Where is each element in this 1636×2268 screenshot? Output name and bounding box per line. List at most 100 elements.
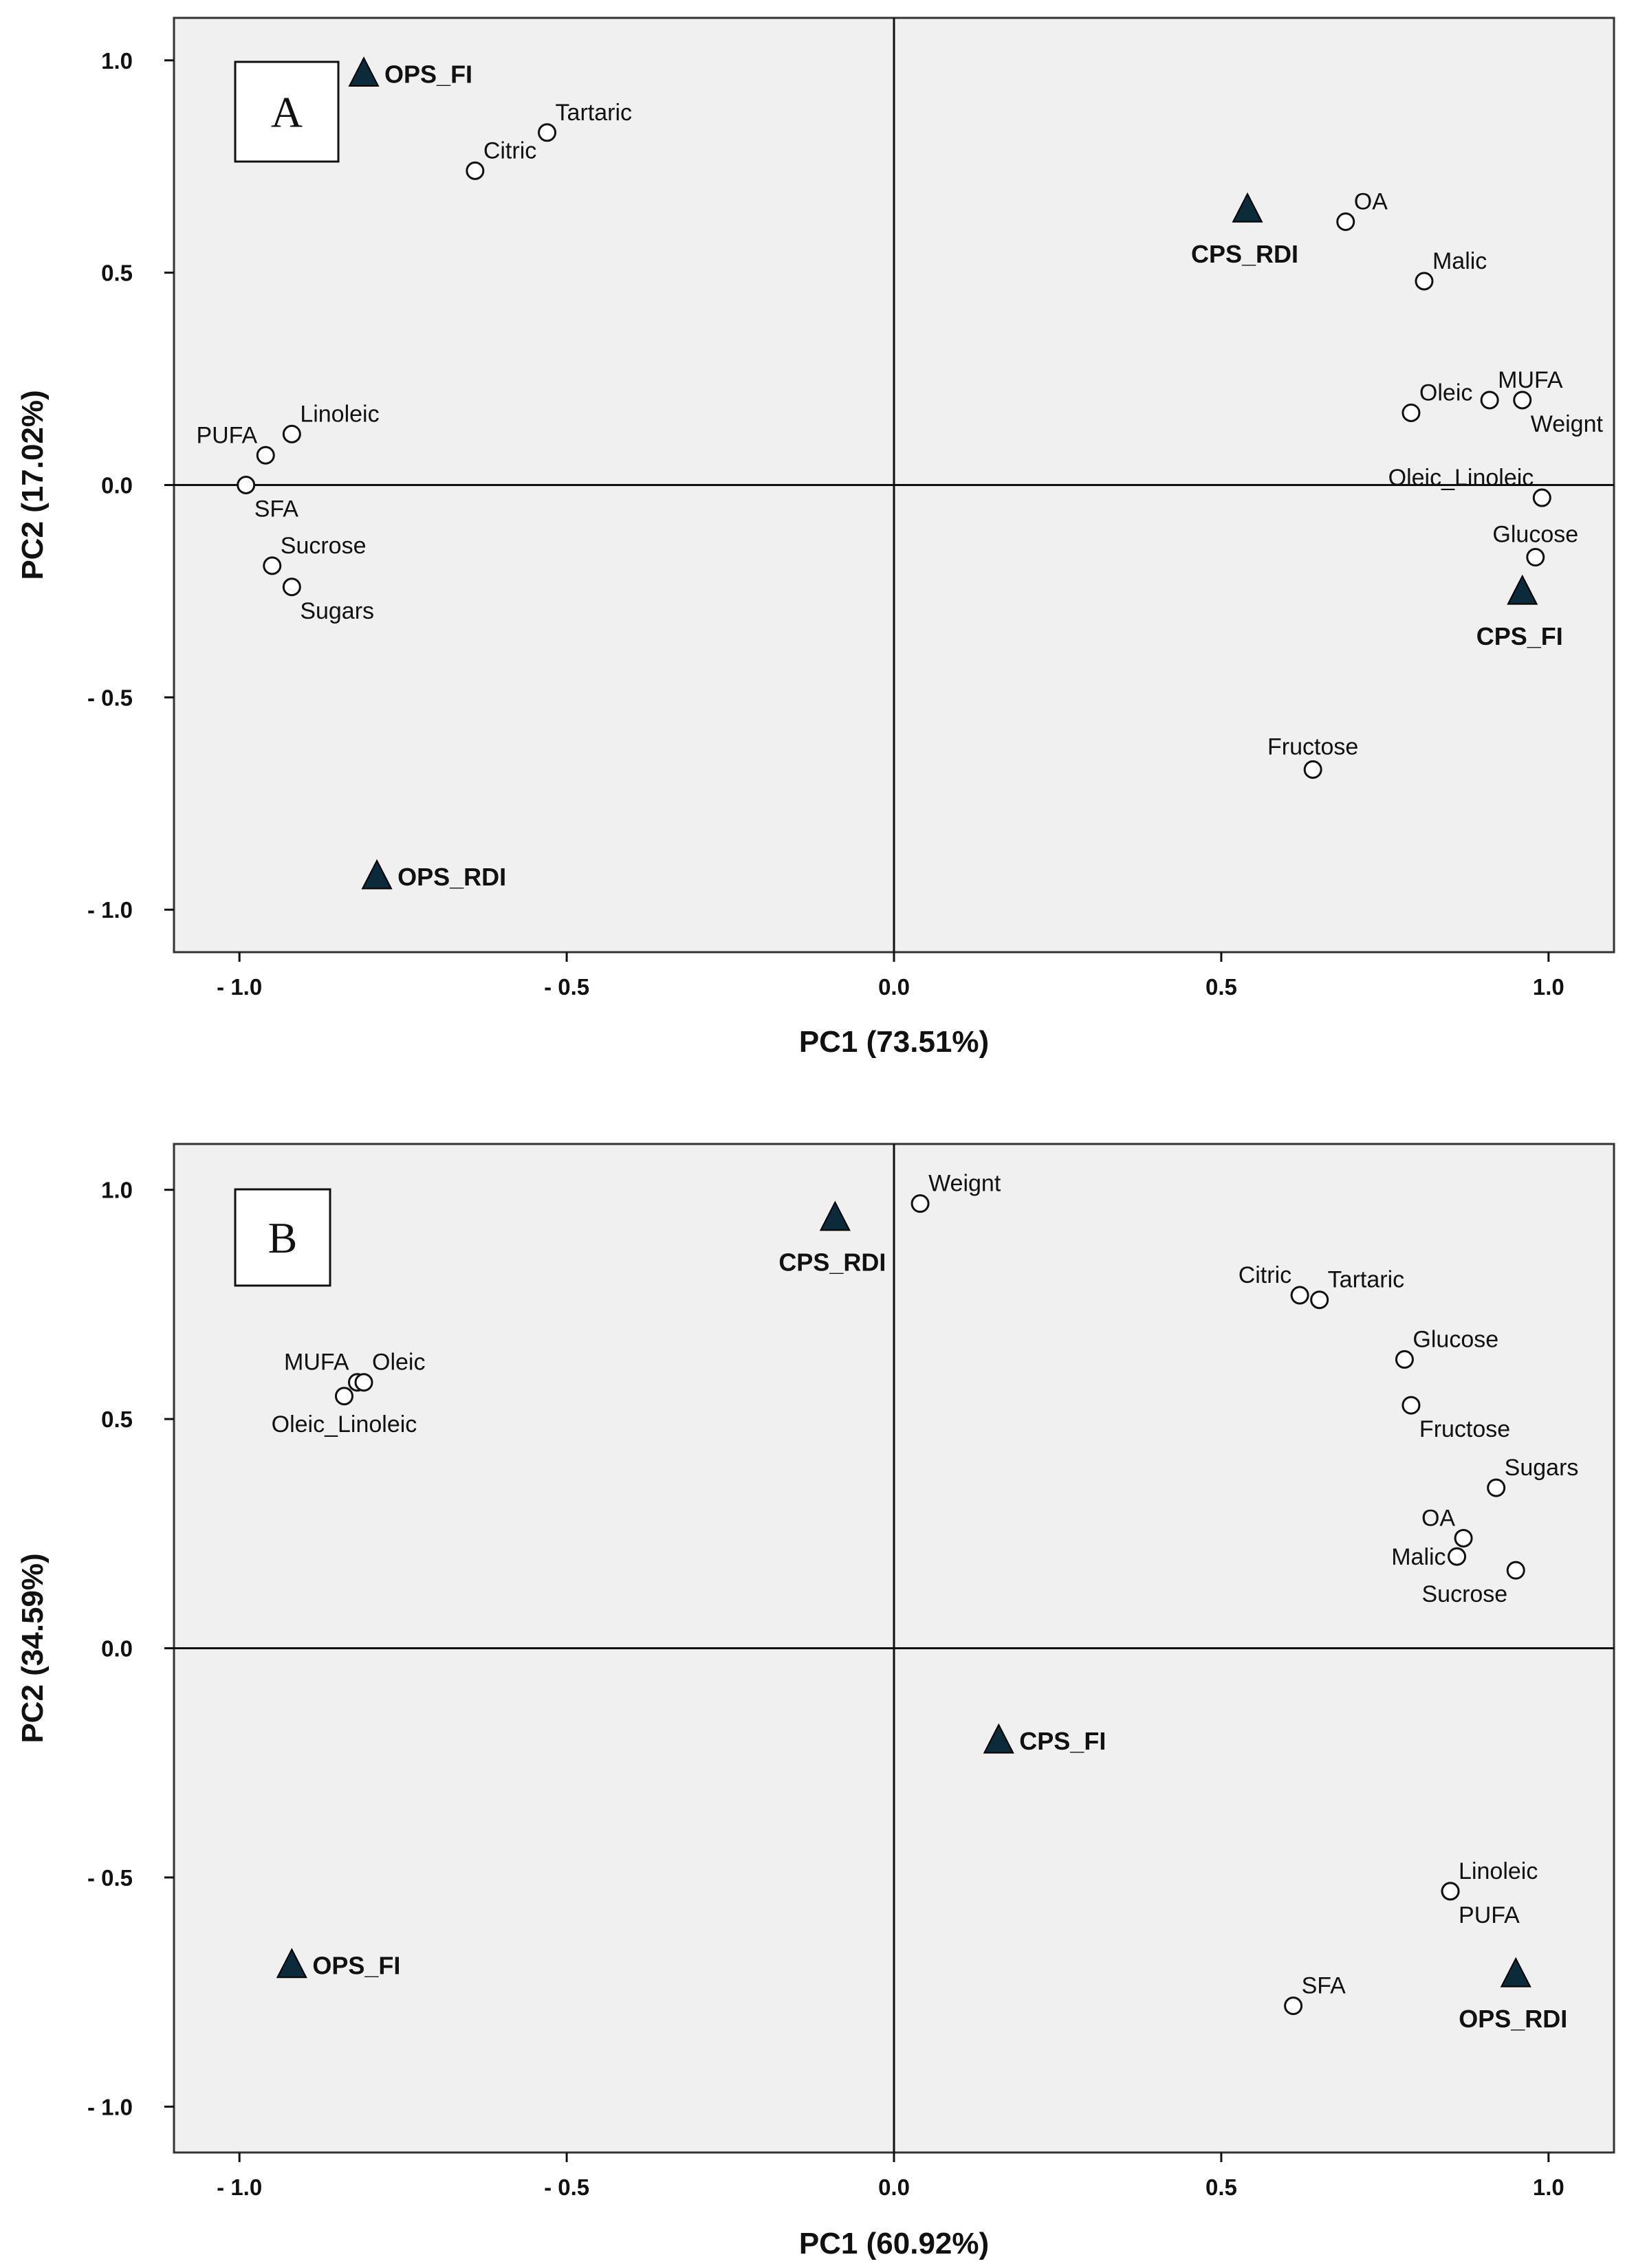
variable-point-sfa <box>237 476 256 494</box>
variable-label: Citric <box>483 137 536 164</box>
y-tick-label: 1.0 <box>101 1178 133 1203</box>
x-tick-label: - 0.5 <box>544 974 589 1000</box>
variable-label: Linoleic <box>300 401 379 427</box>
y-tick-label: 0.5 <box>101 1407 133 1432</box>
variable-point-oleic <box>354 1373 373 1392</box>
variable-point-malic <box>1415 272 1434 291</box>
variable-point-fructose <box>1401 1396 1421 1415</box>
x-tick-label: 0.5 <box>1206 2175 1237 2200</box>
panel-label-box <box>234 1188 331 1287</box>
variable-label: Tartaric <box>1328 1267 1404 1293</box>
panel-label-box <box>234 60 340 163</box>
x-axis-label: PC1 (60.92%) <box>799 2227 989 2260</box>
x-tick-label: - 1.0 <box>217 2175 262 2200</box>
variable-point-oa <box>1336 212 1355 232</box>
variable-label: Sucrose <box>1421 1581 1507 1607</box>
variable-label: Malic <box>1391 1544 1446 1570</box>
y-axis-label: PC2 (34.59%) <box>16 1553 50 1743</box>
x-tick-label: 1.0 <box>1533 2175 1564 2200</box>
x-tick-label: 0.5 <box>1206 974 1237 1000</box>
variable-point-tartaric <box>1310 1290 1329 1310</box>
variable-label: Oleic <box>1419 379 1472 406</box>
variable-point-pufa <box>1441 1882 1460 1901</box>
variable-point-citric <box>1290 1286 1309 1305</box>
variable-point-malic <box>1448 1547 1467 1566</box>
variable-label: Sucrose <box>281 533 367 559</box>
chart-panel-b: - 1.0 - 0.5 0.0 0.5 1.0 - 1.0 - 0.5 0.0 0.5 1.0 PC… <box>16 1143 1615 2260</box>
variable-label: MUFA <box>1498 367 1563 393</box>
variable-label: OA <box>1354 189 1388 215</box>
observation-marker-cps-rdi <box>1232 192 1263 223</box>
variable-label: Glucose <box>1492 522 1578 548</box>
variable-point-sucrose <box>1506 1561 1525 1580</box>
variable-point-sugars <box>1487 1478 1506 1497</box>
variable-point-oleic <box>1401 403 1421 422</box>
observation-marker-ops-rdi <box>1500 1957 1531 1988</box>
variable-label: Sugars <box>300 598 374 624</box>
y-tick-label: - 1.0 <box>87 2094 133 2120</box>
variable-label: OA <box>1421 1505 1455 1531</box>
variable-point-oleic-linoleic <box>334 1387 353 1406</box>
y-tick-label: 0.5 <box>101 261 133 286</box>
variable-label: Malic <box>1432 248 1487 274</box>
observation-label: CPS_FI <box>1476 622 1563 650</box>
variable-label: Oleic_Linoleic <box>272 1411 417 1438</box>
variable-label: Sugars <box>1505 1455 1579 1481</box>
observation-marker-ops-fi <box>276 1948 307 1979</box>
variable-point-weignt <box>1513 390 1532 410</box>
variable-label: Fructose <box>1419 1416 1510 1442</box>
panel-label: A <box>271 88 303 137</box>
observation-marker-cps-fi <box>983 1723 1014 1754</box>
chart-panel-a: - 1.0 - 0.5 0.0 0.5 1.0 - 1.0 - 0.5 0.0 0.5 1.0 PC… <box>16 16 1615 1059</box>
variable-label: Glucose <box>1413 1326 1498 1352</box>
observation-label: CPS_FI <box>1019 1727 1106 1755</box>
x-tick-label: 1.0 <box>1533 974 1564 1000</box>
variable-point-oleic-linoleic <box>1532 488 1551 507</box>
variable-point-glucose <box>1395 1350 1414 1369</box>
observation-label: CPS_RDI <box>778 1248 886 1277</box>
variable-label: SFA <box>1302 1973 1346 1999</box>
y-tick-label: - 1.0 <box>87 897 133 923</box>
y-tick-label: - 0.5 <box>87 1865 133 1891</box>
observation-marker-cps-fi <box>1507 574 1538 605</box>
observation-label: OPS_RDI <box>397 863 506 891</box>
observation-marker-ops-rdi <box>361 859 393 890</box>
x-tick-label: - 0.5 <box>544 2175 589 2200</box>
variable-label: SFA <box>254 496 299 522</box>
variable-point-mufa <box>1480 390 1499 410</box>
variable-point-glucose <box>1526 548 1545 567</box>
variable-label: Weignt <box>1531 411 1604 437</box>
observation-label: OPS_RDI <box>1459 2005 1567 2033</box>
variable-point-citric <box>466 161 485 180</box>
variable-label: Linoleic <box>1459 1858 1538 1884</box>
y-tick-label: 0.0 <box>101 473 133 498</box>
variable-label: PUFA <box>196 422 257 448</box>
y-tick-label: 0.0 <box>101 1636 133 1662</box>
x-axis-label: PC1 (73.51%) <box>799 1025 989 1059</box>
variable-point-sfa <box>1284 1996 1303 2016</box>
variable-point-tartaric <box>538 123 557 142</box>
x-tick-label: - 1.0 <box>217 974 262 1000</box>
variable-label: PUFA <box>1459 1902 1520 1928</box>
variable-label: Oleic <box>372 1350 425 1376</box>
variable-point-sugars <box>282 577 301 597</box>
variable-label: Oleic_Linoleic <box>1388 465 1534 491</box>
observation-label: OPS_FI <box>312 1952 400 1980</box>
variable-point-fructose <box>1303 760 1322 779</box>
variable-point-linoleic <box>282 424 301 443</box>
variable-point-weignt <box>910 1194 930 1213</box>
variable-label: Citric <box>1239 1262 1291 1288</box>
observation-marker-cps-rdi <box>819 1200 851 1231</box>
variable-label: MUFA <box>284 1350 349 1376</box>
panel-label: B <box>268 1213 298 1262</box>
variable-label: Weignt <box>928 1171 1001 1197</box>
observation-label: OPS_FI <box>384 60 472 88</box>
y-tick-label: 1.0 <box>101 48 133 74</box>
y-tick-label: - 0.5 <box>87 685 133 710</box>
variable-label: Tartaric <box>556 100 632 126</box>
variable-point-oa <box>1454 1528 1473 1548</box>
observation-label: CPS_RDI <box>1191 240 1298 268</box>
x-tick-label: 0.0 <box>878 974 910 1000</box>
variable-point-sucrose <box>263 556 282 575</box>
